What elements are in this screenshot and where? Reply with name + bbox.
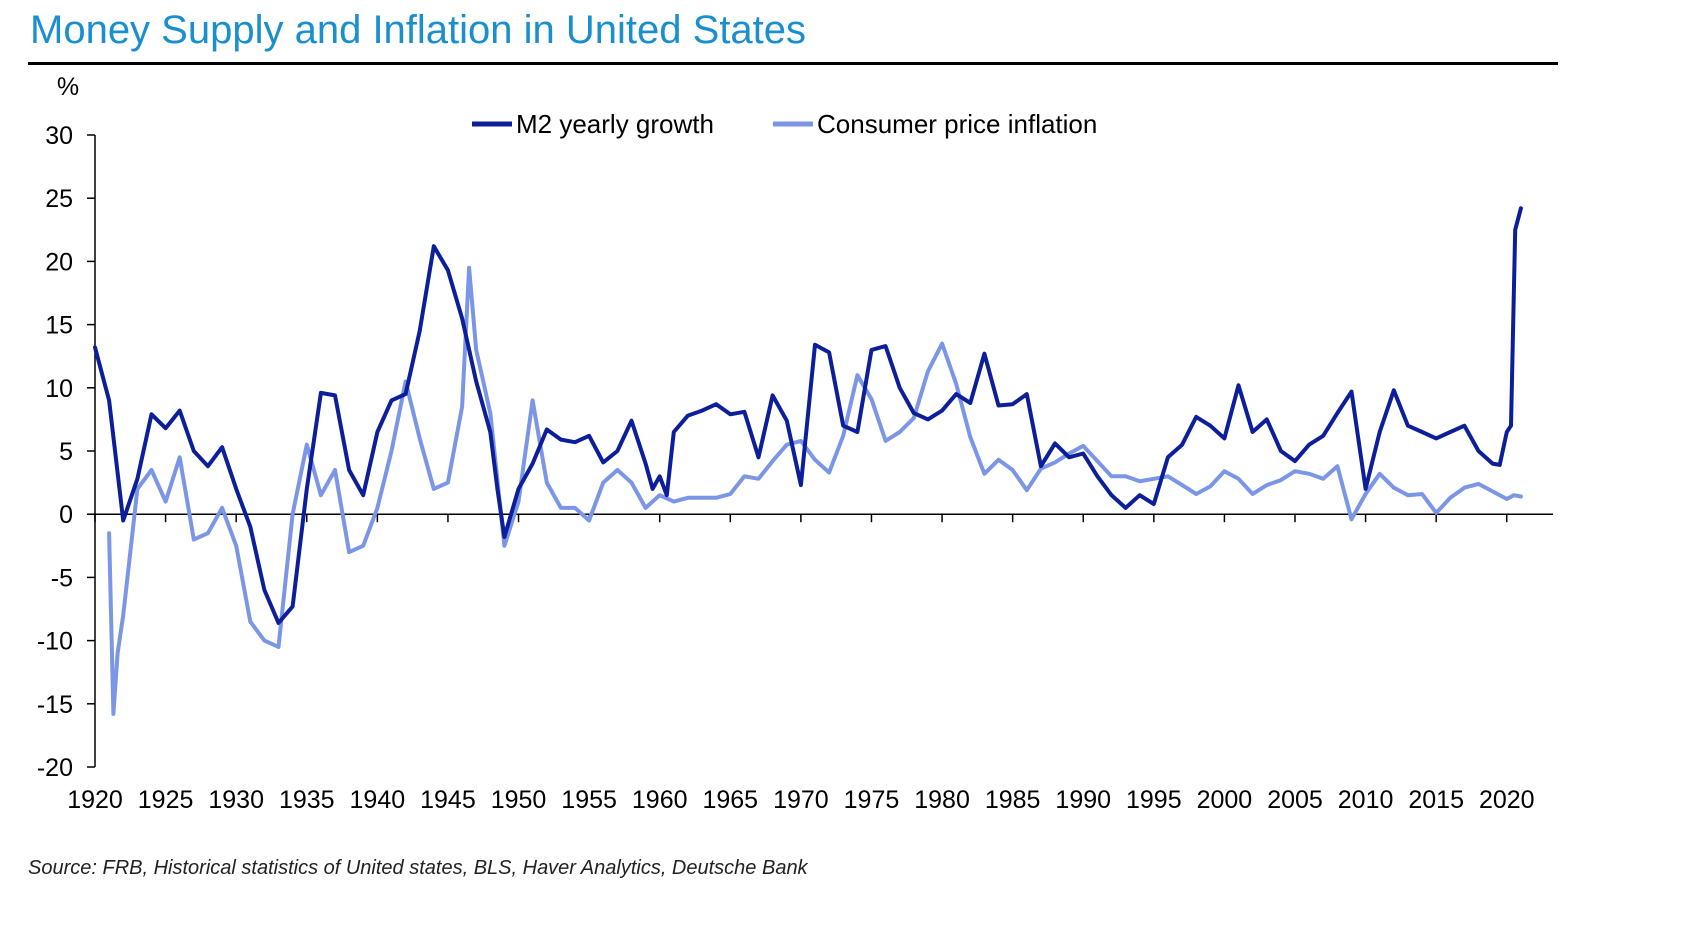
y-tick-label: 20	[45, 248, 73, 276]
x-tick-label: 1940	[350, 786, 406, 814]
y-tick-label: 30	[45, 122, 73, 150]
x-tick-label: 1945	[420, 786, 476, 814]
x-tick-label: 2005	[1267, 786, 1323, 814]
y-tick-label: 15	[45, 312, 73, 340]
chart-title: Money Supply and Inflation in United Sta…	[30, 8, 807, 52]
x-tick-label: 1955	[561, 786, 617, 814]
y-tick-label: 0	[59, 501, 73, 529]
x-tick-label: 1930	[208, 786, 264, 814]
series-line-m2-growth	[93, 206, 1523, 625]
legend-label: Consumer price inflation	[817, 109, 1097, 139]
x-tick-label: 1960	[632, 786, 688, 814]
x-axis: 1920 1925 1930 1935 1940 1945 1950 1955 1960 1965…	[67, 513, 1553, 814]
y-tick-label: 10	[45, 375, 73, 403]
x-tick-label: 2010	[1338, 786, 1394, 814]
x-tick-label: 1980	[914, 786, 970, 814]
x-tick-label: 1985	[985, 786, 1041, 814]
y-tick-label: 5	[59, 438, 73, 466]
y-axis-unit-label: %	[57, 73, 79, 101]
y-tick-label: -15	[37, 691, 73, 719]
series-layer	[93, 206, 1523, 716]
x-tick-label: 1925	[138, 786, 194, 814]
source-note: Source: FRB, Historical statistics of Un…	[28, 857, 808, 879]
title-rule	[28, 62, 1558, 65]
x-tick-label: 2015	[1408, 786, 1464, 814]
x-tick-label: 1970	[773, 786, 829, 814]
legend: M2 yearly growth Consumer price inflation	[472, 109, 1097, 139]
series-line-cpi-inflation	[107, 265, 1523, 716]
y-axis: -20 -15 -10 -5 0 5 10 15 20 25 30	[37, 122, 96, 782]
x-tick-label: 2020	[1479, 786, 1535, 814]
x-tick-label: 1920	[67, 786, 123, 814]
x-tick-label: 1995	[1126, 786, 1182, 814]
x-tick-label: 1935	[279, 786, 335, 814]
x-tick-label: 2000	[1197, 786, 1253, 814]
y-tick-label: 25	[45, 185, 73, 213]
x-tick-label: 1975	[844, 786, 900, 814]
y-tick-label: -10	[37, 628, 73, 656]
y-tick-label: -20	[37, 754, 73, 782]
y-tick-label: -5	[51, 564, 73, 592]
x-tick-label: 1990	[1055, 786, 1111, 814]
legend-label: M2 yearly growth	[516, 109, 714, 139]
x-tick-label: 1950	[491, 786, 547, 814]
x-tick-label: 1965	[702, 786, 758, 814]
